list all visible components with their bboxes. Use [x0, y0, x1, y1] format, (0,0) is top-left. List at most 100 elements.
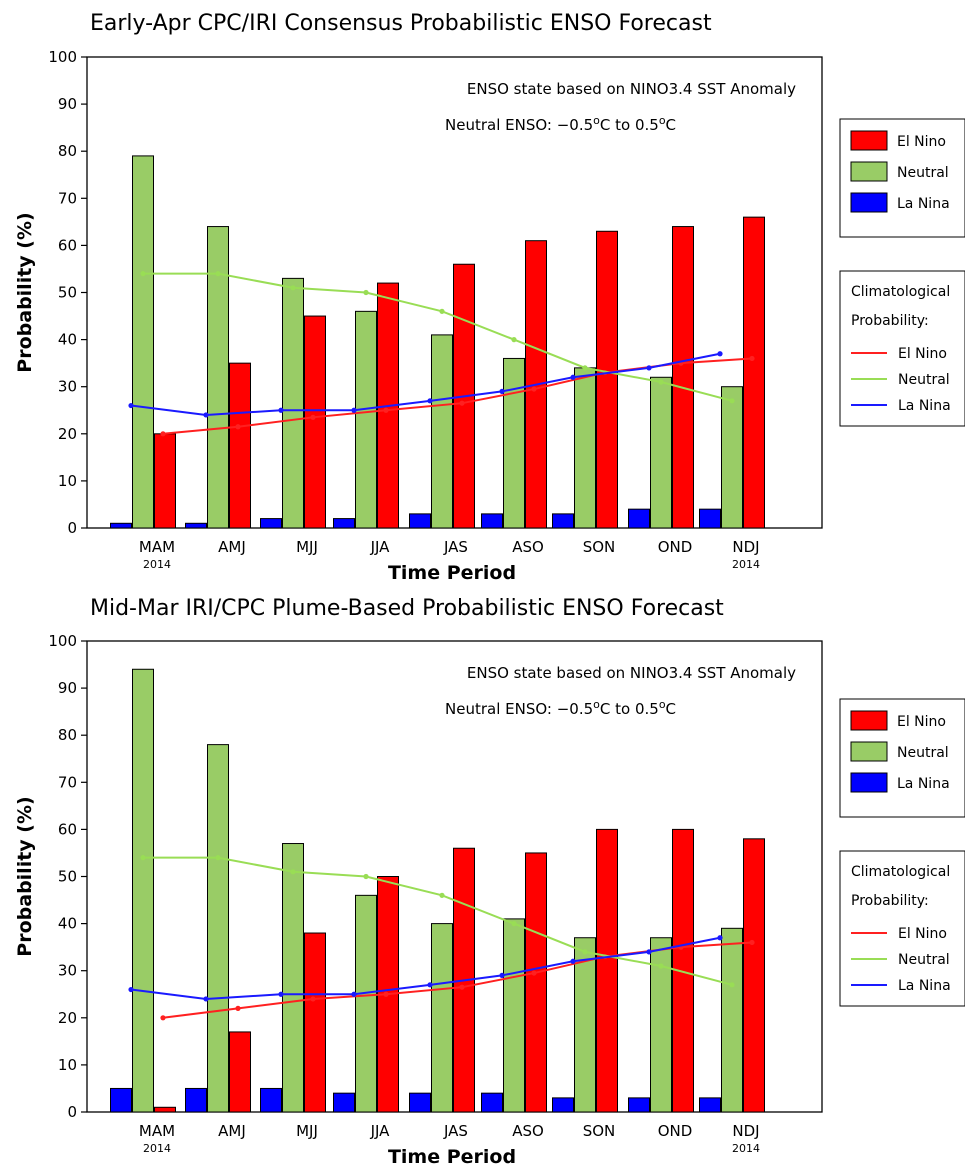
bar-neutral: [132, 668, 154, 1113]
x-tick-label: MJJ: [296, 538, 318, 556]
y-tick-label: 100: [48, 632, 77, 650]
legend-label-la-nina: La Nina: [897, 196, 950, 212]
legend-label-neutral: Neutral: [897, 745, 949, 761]
y-axis-label: Probability (%): [14, 796, 36, 956]
y-tick-label: 50: [58, 284, 77, 302]
climatology-point-la-nina: [351, 991, 357, 997]
degree-sign: o: [659, 114, 666, 127]
bar-la-nina: [110, 1087, 132, 1113]
bar-neutral: [207, 744, 229, 1113]
bar-neutral: [650, 376, 672, 529]
y-tick-label: 100: [48, 48, 77, 66]
legend-label-el-nino: El Nino: [897, 134, 946, 150]
annotation-line2: Neutral ENSO: −0.5oC to 0.5oC: [445, 114, 676, 134]
climatology-point-el-nino: [235, 1005, 241, 1011]
climatology-point-el-nino: [531, 386, 537, 392]
annotation-text: Neutral ENSO: −0.5: [445, 700, 593, 718]
climatology-point-la-nina: [427, 398, 433, 404]
climatology-point-el-nino: [310, 414, 316, 420]
climatology-point-el-nino: [160, 431, 166, 437]
y-tick-label: 40: [58, 915, 77, 933]
climatology-point-la-nina: [278, 407, 284, 413]
legend-swatch-la-nina: [850, 772, 888, 793]
climatology-point-el-nino: [459, 400, 465, 406]
x-tick-label: ASO: [512, 538, 544, 556]
bar-el-nino: [743, 216, 765, 529]
climatology-point-neutral: [658, 963, 664, 969]
annotation-text: C to 0.5: [600, 116, 659, 134]
bar-el-nino: [672, 226, 694, 529]
bar-el-nino: [304, 315, 326, 529]
climatology-point-neutral: [582, 949, 588, 955]
climatology-point-neutral: [582, 365, 588, 371]
bar-neutral: [650, 937, 672, 1113]
x-tick-label: JAS: [443, 1122, 468, 1140]
climatology-point-neutral: [140, 855, 146, 861]
y-tick-label: 10: [58, 472, 77, 490]
climatology-point-el-nino: [383, 991, 389, 997]
climatology-point-la-nina: [570, 958, 576, 964]
legend-swatch-el-nino: [850, 710, 888, 731]
climatology-legend-label-la-nina: La Nina: [898, 398, 951, 414]
degree-sign: o: [593, 114, 600, 127]
bar-neutral: [574, 937, 596, 1113]
x-tick-label: AMJ: [218, 538, 246, 556]
climatology-legend-label-la-nina: La Nina: [898, 978, 951, 994]
x-tick-label: OND: [658, 538, 693, 556]
x-tick-label: JAS: [443, 538, 468, 556]
x-tick-label: MAM: [139, 538, 175, 556]
bar-neutral: [282, 843, 304, 1113]
bar-la-nina: [699, 508, 721, 529]
climatology-point-el-nino: [749, 939, 755, 946]
bar-el-nino: [304, 932, 326, 1113]
climatology-legend-label-el-nino: El Nino: [898, 346, 947, 362]
climatology-legend-subtitle: Probability:: [851, 893, 929, 909]
y-axis-label: Probability (%): [14, 212, 36, 372]
climatology-legend-title: Climatological: [851, 864, 950, 880]
bar-neutral: [431, 334, 453, 529]
climatology-point-neutral: [729, 398, 735, 404]
degree-sign: o: [659, 698, 666, 711]
y-tick-label: 0: [67, 519, 77, 537]
climatology-point-neutral: [511, 337, 517, 343]
x-tick-label: NDJ: [732, 1122, 759, 1140]
bar-la-nina: [260, 518, 282, 529]
climatology-point-la-nina: [128, 986, 134, 993]
climatology-point-el-nino: [749, 355, 755, 362]
bar-la-nina: [110, 522, 132, 529]
climatology-point-la-nina: [646, 365, 652, 371]
bar-la-nina: [260, 1087, 282, 1113]
climatology-point-el-nino: [235, 424, 241, 430]
x-axis-label: Time Period: [388, 562, 516, 584]
chart-title: Mid-Mar IRI/CPC Plume-Based Probabilisti…: [90, 596, 724, 621]
series-legend: El Nino Neutral La Nina: [839, 118, 965, 238]
x-tick-label: NDJ: [732, 538, 759, 556]
climatology-point-neutral: [215, 855, 221, 861]
x-tick-label: ASO: [512, 1122, 544, 1140]
bar-neutral: [574, 367, 596, 529]
bar-el-nino: [229, 1031, 251, 1113]
y-tick-label: 90: [58, 679, 77, 697]
bar-neutral: [355, 894, 377, 1113]
y-tick-label: 60: [58, 236, 77, 254]
y-tick-label: 0: [67, 1103, 77, 1121]
bar-la-nina: [409, 1092, 431, 1113]
bar-la-nina: [333, 518, 355, 529]
bar-la-nina: [333, 1092, 355, 1113]
annotation-text: C: [666, 700, 676, 718]
climatology-point-neutral: [729, 982, 735, 988]
climatology-point-la-nina: [351, 407, 357, 413]
climatology-point-el-nino: [531, 970, 537, 976]
climatology-point-la-nina: [499, 388, 505, 395]
annotation-text: C: [666, 116, 676, 134]
bar-el-nino: [154, 433, 176, 529]
climatology-point-neutral: [290, 285, 296, 291]
climatology-point-la-nina: [427, 982, 433, 988]
y-tick-label: 90: [58, 95, 77, 113]
x-year-label: 2014: [732, 1142, 760, 1155]
climatology-point-neutral: [140, 271, 146, 277]
climatology-legend-label-neutral: Neutral: [898, 952, 950, 968]
climatology-point-neutral: [511, 921, 517, 927]
climatology-point-la-nina: [203, 412, 209, 418]
climatology-point-el-nino: [383, 407, 389, 413]
